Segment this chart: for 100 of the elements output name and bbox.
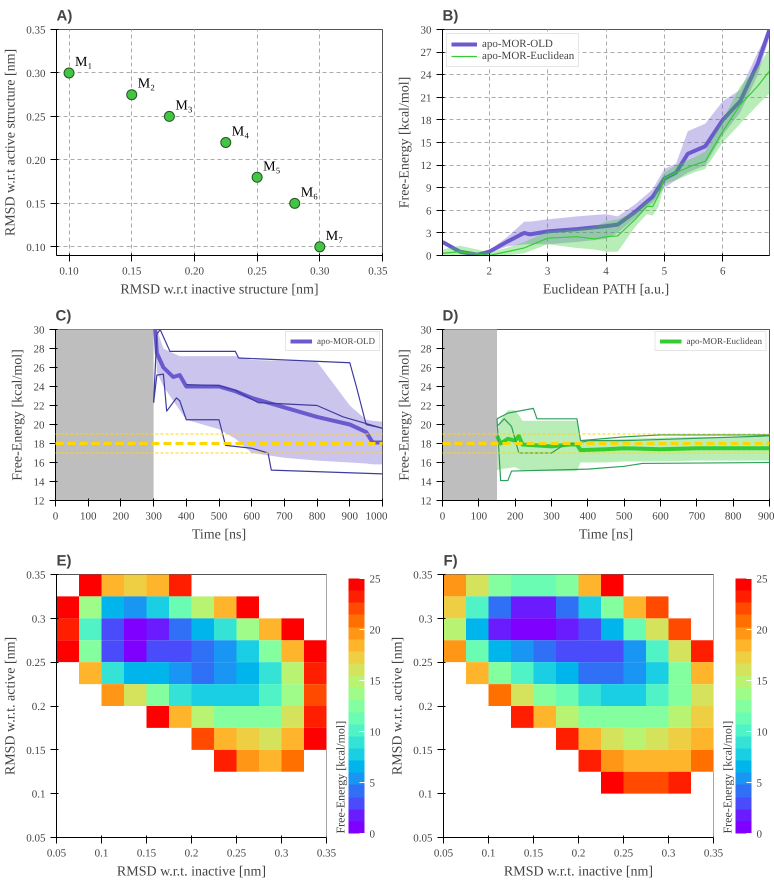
- y-axis-title: RMSD w.r.t. active [nm]: [390, 636, 406, 776]
- x-axis-title: Euclidean PATH [a.u.]: [542, 282, 670, 298]
- x-axis-title: RMSD w.r.t. inactive [nm]: [504, 864, 654, 880]
- color-bar-label: 25: [756, 574, 768, 586]
- x-tick-label: 0: [440, 510, 446, 522]
- x-tick-label: 0.30: [310, 266, 330, 278]
- y-tick-label: 0.25: [26, 657, 46, 670]
- color-bar-label: 15: [756, 676, 768, 688]
- x-tick-label: 500: [210, 510, 228, 522]
- x-axis-title: RMSD w.r.t. inactive [nm]: [116, 864, 266, 880]
- color-bar-label: 10: [756, 726, 768, 738]
- y-axis-title: RMSD w.r.t active structure [nm]: [3, 48, 18, 236]
- annotation: M₃: [175, 98, 193, 114]
- y-tick-label: 12: [34, 496, 44, 508]
- x-tick-label: 0.25: [247, 266, 268, 278]
- y-tick-label: 30: [420, 24, 432, 36]
- x-tick-label: 0.15: [524, 848, 544, 860]
- y-tick-label: 0.25: [413, 657, 433, 670]
- x-axis-title: Time [ns]: [192, 528, 246, 542]
- chart-title: C): [56, 308, 72, 324]
- y-tick-label: 26: [34, 362, 45, 374]
- chart-title: A): [56, 8, 72, 24]
- y-tick-label: 28: [420, 344, 432, 356]
- y-tick-label: 9: [426, 182, 432, 195]
- y-tick-label: 16: [34, 458, 45, 470]
- y-tick-label: 0.15: [26, 198, 46, 210]
- x-tick-label: 400: [178, 510, 196, 522]
- y-tick-label: 20: [420, 420, 432, 432]
- annotation: M₁: [75, 54, 92, 70]
- y-tick-label: 0.3: [32, 613, 46, 626]
- x-tick-label: 0.2: [572, 848, 586, 860]
- x-tick-label: 800: [724, 510, 742, 522]
- y-tick-label: 15: [420, 138, 432, 150]
- annotation: M₇: [326, 228, 344, 244]
- x-tick-label: 4: [603, 266, 610, 278]
- y-tick-label: 30: [34, 324, 45, 336]
- x-tick-label: 300: [543, 510, 560, 522]
- y-tick-label: 27: [420, 47, 432, 60]
- x-tick-label: 0.05: [434, 848, 454, 860]
- x-tick-label: 0.25: [226, 848, 247, 860]
- x-tick-label: 0.15: [122, 266, 142, 278]
- color-bar-label: 5: [370, 778, 376, 790]
- chart-title: D): [442, 308, 458, 324]
- y-tick-label: 14: [420, 476, 432, 488]
- annotation: M₂: [138, 76, 156, 92]
- color-bar-title: Free-Energy [kcal/mol]: [720, 720, 734, 834]
- x-tick-label: 800: [308, 510, 326, 522]
- annotation: M₅: [263, 159, 281, 174]
- color-bar-label: 20: [756, 624, 768, 636]
- x-tick-label: 0.20: [184, 266, 205, 278]
- x-tick-label: 0.3: [274, 848, 289, 860]
- legend-label: apo-MOR-Euclidean: [482, 50, 574, 62]
- x-tick-label: 900: [758, 510, 774, 522]
- color-bar-label: 5: [756, 778, 762, 790]
- annotation: M₄: [232, 124, 250, 140]
- y-tick-label: 0.05: [26, 832, 46, 844]
- y-tick-label: 24: [34, 382, 45, 394]
- color-bar-label: 25: [370, 574, 381, 586]
- y-tick-label: 0.1: [32, 788, 46, 801]
- x-tick-label: 0.1: [94, 848, 108, 860]
- color-bar-label: 0: [756, 828, 762, 840]
- color-bar-label: 15: [370, 676, 381, 688]
- x-tick-label: 5: [662, 266, 668, 278]
- y-tick-label: 21: [420, 92, 432, 104]
- x-tick-label: 6: [720, 266, 726, 278]
- x-tick-label: 0.35: [316, 848, 337, 860]
- x-tick-label: 0.25: [614, 848, 634, 860]
- chart-title: B): [442, 8, 458, 24]
- x-axis-title: Time [ns]: [578, 528, 634, 542]
- y-tick-label: 0.15: [26, 744, 46, 757]
- y-tick-label: 0.35: [413, 570, 433, 582]
- x-tick-label: 500: [616, 510, 633, 522]
- x-tick-label: 100: [80, 510, 97, 522]
- x-tick-label: 700: [276, 510, 294, 522]
- x-tick-label: 400: [580, 510, 597, 522]
- x-tick-label: 700: [688, 510, 706, 522]
- color-bar-label: 0: [370, 828, 376, 840]
- x-tick-label: 1000: [366, 510, 388, 522]
- y-tick-label: 14: [34, 476, 45, 488]
- x-tick-label: 0.05: [46, 848, 67, 860]
- x-tick-label: 3: [544, 266, 551, 278]
- y-tick-label: 30: [420, 324, 432, 336]
- legend-label: apo-MOR-Euclidean: [686, 336, 762, 346]
- y-tick-label: 6: [426, 205, 432, 218]
- y-tick-label: 0.30: [26, 68, 46, 80]
- y-tick-label: 18: [420, 438, 432, 450]
- y-axis-title: Free-Energy [kcal/mol]: [10, 349, 26, 481]
- y-tick-label: 24: [420, 382, 432, 394]
- x-tick-label: 600: [243, 510, 260, 522]
- y-tick-label: 0.35: [26, 570, 46, 582]
- y-tick-label: 12: [420, 496, 432, 508]
- legend-label: apo-MOR-OLD: [482, 38, 553, 50]
- x-tick-label: 0.35: [704, 848, 724, 860]
- x-tick-label: 900: [342, 510, 359, 522]
- y-tick-label: 20: [34, 420, 45, 432]
- y-tick-label: 16: [420, 458, 432, 470]
- y-tick-label: 0.10: [26, 242, 46, 254]
- y-tick-label: 18: [420, 114, 432, 127]
- x-tick-label: 0.2: [184, 848, 198, 860]
- y-tick-label: 0.2: [32, 701, 46, 713]
